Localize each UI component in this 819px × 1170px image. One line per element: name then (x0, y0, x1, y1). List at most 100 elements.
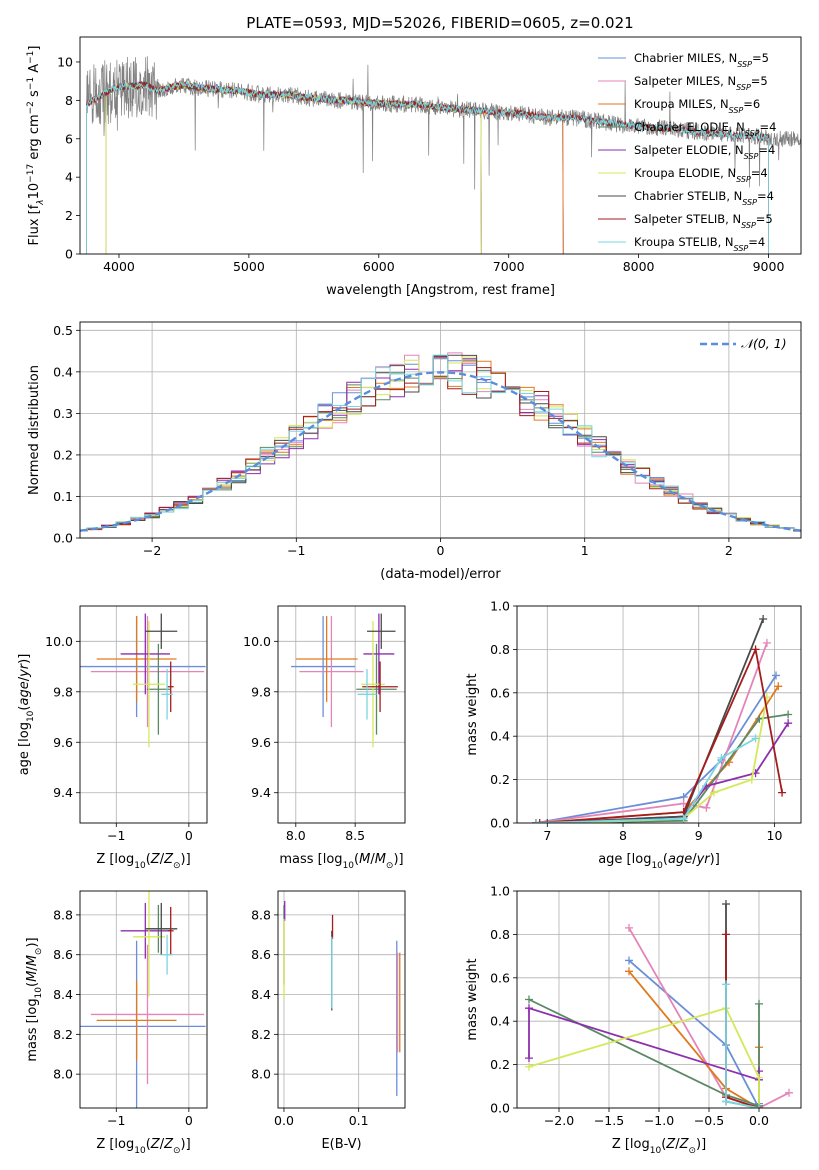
label-part: / (17, 676, 32, 681)
label-part: Z [log (96, 1137, 134, 1152)
mass-weight-series-line (535, 674, 777, 823)
legend-entry-label: Chabrier ELODIE, NSSP=4 (634, 120, 776, 138)
legend-entry-label: 𝒩(0, 1) (741, 336, 787, 351)
legend-text-part: SSP (745, 129, 760, 138)
label-part: 10 (26, 710, 36, 722)
legend-text-part: Salpeter ELODIE, N (634, 143, 744, 157)
mass-weight-point-marker (774, 682, 783, 691)
label-part: yr (17, 662, 32, 678)
mass_vs_ebv-axes: 0.0 0.1 8.0 8.2 8.4 8.6 8.8 E(B-V) (251, 890, 406, 1152)
model-spectrum-line (105, 81, 482, 254)
label-part: mass [log (279, 852, 342, 867)
mass-weight-series-line (528, 1007, 760, 1108)
label-part: ⊙ (173, 1146, 181, 1156)
mass-weight-point-marker (722, 980, 730, 989)
y-tick-label: 0.0 (490, 1101, 510, 1116)
label-part: −1 (26, 77, 36, 90)
mass-weight-point-marker (751, 734, 760, 743)
x-tick-label: 0 (185, 828, 193, 843)
mass_weight_vs_age-frame (516, 605, 802, 824)
model-spectrum-line (86, 82, 564, 254)
x-tick-label: 8.0 (286, 828, 306, 843)
mass_vs_z-plot-area (80, 891, 206, 1108)
mass-weight-point-marker (625, 967, 633, 976)
label-part: age (668, 852, 692, 867)
y-tick-label: 8 (65, 93, 73, 108)
label-part: ⊙ (688, 1146, 696, 1156)
mass_vs_z-axes: −1 08.08.28.48.68.8Z [log10(Z/Z⊙)]mass [l… (25, 890, 208, 1156)
y-tick-label: 0.8 (490, 642, 510, 657)
x-tick-label: −1 (287, 543, 305, 558)
label-part: λ (36, 199, 46, 205)
mass-weight-point-marker (702, 803, 711, 812)
mass-weight-series-line (628, 959, 760, 1108)
mass-weight-point-marker (762, 638, 771, 647)
legend-text-part: Chabrier MILES, N (634, 51, 737, 65)
mass-weight-point-marker (535, 819, 544, 823)
legend-text-part: Salpeter STELIB, N (634, 212, 741, 226)
y-tick-label: 8.6 (53, 947, 73, 962)
y-tick-label: 1.0 (490, 884, 510, 899)
legend-text-part: Kroupa ELODIE, N (634, 166, 736, 180)
label-part: )] (696, 1137, 706, 1152)
label-part: Z (679, 1137, 690, 1152)
y-tick-label: 9.4 (251, 785, 271, 800)
label-part: M (25, 971, 40, 982)
x-tick-label: 0.1 (349, 1113, 369, 1128)
x-tick-label: 9000 (753, 259, 785, 274)
x-tick-label: 5000 (233, 259, 265, 274)
y-axis-label: age [log10(age/yr)] (17, 654, 36, 776)
mass-weight-point-marker (679, 799, 688, 808)
legend-text-part: Chabrier STELIB, N (634, 189, 742, 203)
legend-text-part: Kroupa MILES, N (634, 97, 729, 111)
label-part: / (692, 852, 697, 867)
y-tick-label: 0.8 (490, 927, 510, 942)
figure-title: PLATE=0593, MJD=52026, FIBERID=0605, z=0… (246, 14, 633, 32)
y-tick-label: 1.0 (490, 599, 510, 614)
label-part: ⊙ (386, 861, 394, 871)
label-part: s (27, 90, 42, 101)
x-axis-label: E(B-V) (321, 1137, 361, 1152)
x-tick-label: 0 (185, 1113, 193, 1128)
legend-text-part: =4 (748, 235, 765, 249)
y-tick-label: 8.8 (53, 907, 73, 922)
x-axis-label: (data-model)/error (380, 567, 501, 582)
y-tick-label: 8.0 (53, 1067, 73, 1082)
label-part: ] (27, 46, 42, 51)
x-tick-label: −1 (107, 1113, 125, 1128)
y-axis-label: Normed distribution (27, 365, 42, 495)
label-part: 10 (650, 1146, 662, 1156)
y-axis-label: mass weight (465, 673, 480, 755)
x-tick-label: 6000 (363, 259, 395, 274)
mass_weight_vs_age-plot-area (531, 615, 793, 823)
label-part: ( (17, 706, 32, 711)
y-tick-label: 10 (57, 54, 73, 69)
legend-entry-label: Chabrier MILES, NSSP=5 (634, 51, 769, 69)
x-tick-label: −1.0 (644, 1113, 674, 1128)
mass-weight-point-marker (722, 930, 730, 939)
x-tick-label: 1 (581, 543, 589, 558)
mass-weight-point-marker (778, 788, 787, 797)
mass-weight-series-line (535, 642, 768, 823)
x-tick-label: −1 (107, 828, 125, 843)
residuals-plot-area (80, 352, 801, 532)
label-part: ⊙ (34, 948, 44, 956)
y-tick-label: 0.3 (53, 406, 73, 421)
label-part: ( (25, 982, 40, 987)
y-tick-label: 0.0 (53, 531, 73, 546)
y-tick-label: 9.6 (53, 735, 73, 750)
legend-text-part: Chabrier ELODIE, N (634, 120, 745, 134)
legend-text-part: SSP (742, 198, 757, 207)
x-tick-label: 7000 (493, 259, 525, 274)
y-tick-label: 8.4 (53, 987, 73, 1002)
label-part: / (25, 966, 40, 971)
legend-text-part: =4 (760, 120, 777, 134)
model-spectrum-line (86, 80, 564, 254)
y-tick-label: 0.2 (490, 772, 510, 787)
y-tick-label: 0.4 (490, 1014, 510, 1029)
normal-reference-line (80, 371, 801, 532)
legend-text-part: SSP (736, 175, 751, 184)
y-tick-label: 2 (65, 208, 73, 223)
